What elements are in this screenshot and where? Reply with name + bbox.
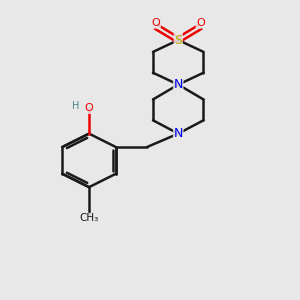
Text: CH₃: CH₃: [80, 213, 99, 224]
Text: H: H: [72, 101, 80, 111]
Text: O: O: [85, 103, 93, 113]
Text: S: S: [174, 34, 182, 46]
Text: O: O: [152, 18, 160, 28]
Text: N: N: [173, 78, 183, 91]
Text: N: N: [173, 127, 183, 140]
Text: O: O: [196, 18, 205, 28]
